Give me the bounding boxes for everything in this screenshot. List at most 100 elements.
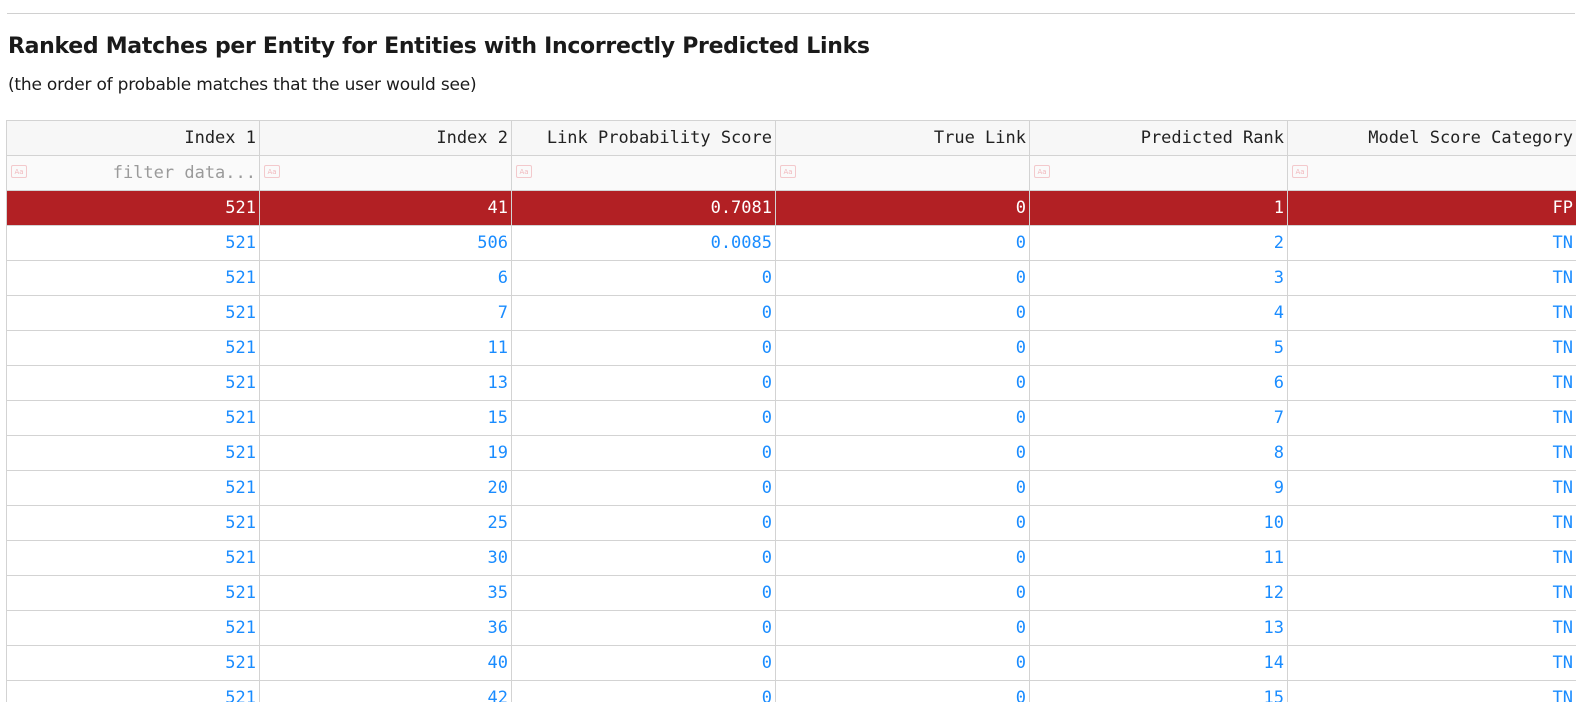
- column-header-index-1[interactable]: Index 1: [6, 120, 260, 156]
- cell-true-link[interactable]: 0: [775, 540, 1030, 576]
- filter-input-predicted-rank[interactable]: [1054, 160, 1284, 186]
- cell-link-probability-score[interactable]: 0.0085: [511, 225, 776, 261]
- cell-true-link[interactable]: 0: [775, 470, 1030, 506]
- cell-predicted-rank[interactable]: 13: [1029, 610, 1288, 646]
- cell-index-2[interactable]: 36: [259, 610, 512, 646]
- table-row[interactable]: 521 30 0 0 11 TN: [6, 540, 1576, 576]
- cell-true-link[interactable]: 0: [775, 505, 1030, 541]
- cell-model-score-category[interactable]: TN: [1287, 260, 1576, 296]
- cell-model-score-category[interactable]: FP: [1287, 190, 1576, 226]
- cell-link-probability-score[interactable]: 0: [511, 435, 776, 471]
- cell-index-1[interactable]: 521: [6, 295, 260, 331]
- column-header-link-probability-score[interactable]: Link Probability Score: [511, 120, 776, 156]
- cell-link-probability-score[interactable]: 0: [511, 645, 776, 681]
- cell-index-1[interactable]: 521: [6, 190, 260, 226]
- cell-index-2[interactable]: 40: [259, 645, 512, 681]
- cell-model-score-category[interactable]: TN: [1287, 330, 1576, 366]
- cell-model-score-category[interactable]: TN: [1287, 295, 1576, 331]
- cell-true-link[interactable]: 0: [775, 680, 1030, 702]
- cell-link-probability-score[interactable]: 0: [511, 330, 776, 366]
- table-row[interactable]: 521 7 0 0 4 TN: [6, 295, 1576, 331]
- cell-predicted-rank[interactable]: 1: [1029, 190, 1288, 226]
- cell-link-probability-score[interactable]: 0: [511, 260, 776, 296]
- table-row[interactable]: 521 25 0 0 10 TN: [6, 505, 1576, 541]
- cell-model-score-category[interactable]: TN: [1287, 645, 1576, 681]
- cell-index-2[interactable]: 506: [259, 225, 512, 261]
- cell-link-probability-score[interactable]: 0: [511, 400, 776, 436]
- cell-index-2[interactable]: 11: [259, 330, 512, 366]
- case-sensitive-toggle-icon[interactable]: Aa: [11, 165, 27, 178]
- cell-index-1[interactable]: 521: [6, 470, 260, 506]
- cell-index-1[interactable]: 521: [6, 540, 260, 576]
- cell-model-score-category[interactable]: TN: [1287, 225, 1576, 261]
- case-sensitive-toggle-icon[interactable]: Aa: [516, 165, 532, 178]
- table-row[interactable]: 521 15 0 0 7 TN: [6, 400, 1576, 436]
- cell-true-link[interactable]: 0: [775, 295, 1030, 331]
- case-sensitive-toggle-icon[interactable]: Aa: [264, 165, 280, 178]
- cell-link-probability-score[interactable]: 0.7081: [511, 190, 776, 226]
- cell-index-2[interactable]: 41: [259, 190, 512, 226]
- cell-index-2[interactable]: 42: [259, 680, 512, 702]
- filter-input-true-link[interactable]: [800, 160, 1026, 186]
- table-row[interactable]: 521 36 0 0 13 TN: [6, 610, 1576, 646]
- table-row[interactable]: 521 35 0 0 12 TN: [6, 575, 1576, 611]
- cell-index-2[interactable]: 15: [259, 400, 512, 436]
- cell-model-score-category[interactable]: TN: [1287, 505, 1576, 541]
- table-row[interactable]: 521 6 0 0 3 TN: [6, 260, 1576, 296]
- cell-true-link[interactable]: 0: [775, 610, 1030, 646]
- cell-predicted-rank[interactable]: 12: [1029, 575, 1288, 611]
- cell-model-score-category[interactable]: TN: [1287, 610, 1576, 646]
- cell-index-1[interactable]: 521: [6, 330, 260, 366]
- filter-input-index-1[interactable]: [31, 160, 256, 186]
- cell-index-2[interactable]: 19: [259, 435, 512, 471]
- cell-model-score-category[interactable]: TN: [1287, 680, 1576, 702]
- cell-index-2[interactable]: 35: [259, 575, 512, 611]
- column-header-predicted-rank[interactable]: Predicted Rank: [1029, 120, 1288, 156]
- cell-link-probability-score[interactable]: 0: [511, 540, 776, 576]
- cell-index-1[interactable]: 521: [6, 435, 260, 471]
- cell-model-score-category[interactable]: TN: [1287, 435, 1576, 471]
- column-header-index-2[interactable]: Index 2: [259, 120, 512, 156]
- table-row[interactable]: 521 19 0 0 8 TN: [6, 435, 1576, 471]
- table-row[interactable]: 521 13 0 0 6 TN: [6, 365, 1576, 401]
- cell-predicted-rank[interactable]: 11: [1029, 540, 1288, 576]
- cell-index-2[interactable]: 6: [259, 260, 512, 296]
- cell-link-probability-score[interactable]: 0: [511, 610, 776, 646]
- cell-index-2[interactable]: 25: [259, 505, 512, 541]
- cell-index-1[interactable]: 521: [6, 260, 260, 296]
- cell-model-score-category[interactable]: TN: [1287, 400, 1576, 436]
- cell-true-link[interactable]: 0: [775, 260, 1030, 296]
- cell-true-link[interactable]: 0: [775, 190, 1030, 226]
- cell-link-probability-score[interactable]: 0: [511, 680, 776, 702]
- table-row[interactable]: 521 506 0.0085 0 2 TN: [6, 225, 1576, 261]
- case-sensitive-toggle-icon[interactable]: Aa: [1292, 165, 1308, 178]
- cell-true-link[interactable]: 0: [775, 575, 1030, 611]
- cell-predicted-rank[interactable]: 7: [1029, 400, 1288, 436]
- cell-index-1[interactable]: 521: [6, 610, 260, 646]
- column-header-model-score-category[interactable]: Model Score Category: [1287, 120, 1576, 156]
- table-row[interactable]: 521 41 0.7081 0 1 FP: [6, 190, 1576, 226]
- filter-input-index-2[interactable]: [284, 160, 508, 186]
- cell-link-probability-score[interactable]: 0: [511, 470, 776, 506]
- filter-input-link-probability-score[interactable]: [536, 160, 772, 186]
- cell-link-probability-score[interactable]: 0: [511, 295, 776, 331]
- cell-index-1[interactable]: 521: [6, 225, 260, 261]
- cell-true-link[interactable]: 0: [775, 400, 1030, 436]
- column-header-true-link[interactable]: True Link: [775, 120, 1030, 156]
- cell-model-score-category[interactable]: TN: [1287, 470, 1576, 506]
- cell-predicted-rank[interactable]: 3: [1029, 260, 1288, 296]
- cell-predicted-rank[interactable]: 10: [1029, 505, 1288, 541]
- cell-predicted-rank[interactable]: 15: [1029, 680, 1288, 702]
- cell-predicted-rank[interactable]: 4: [1029, 295, 1288, 331]
- cell-true-link[interactable]: 0: [775, 365, 1030, 401]
- cell-index-2[interactable]: 30: [259, 540, 512, 576]
- cell-model-score-category[interactable]: TN: [1287, 540, 1576, 576]
- cell-index-2[interactable]: 7: [259, 295, 512, 331]
- case-sensitive-toggle-icon[interactable]: Aa: [1034, 165, 1050, 178]
- cell-index-1[interactable]: 521: [6, 575, 260, 611]
- cell-true-link[interactable]: 0: [775, 435, 1030, 471]
- cell-index-1[interactable]: 521: [6, 505, 260, 541]
- cell-index-1[interactable]: 521: [6, 645, 260, 681]
- cell-index-2[interactable]: 20: [259, 470, 512, 506]
- cell-model-score-category[interactable]: TN: [1287, 365, 1576, 401]
